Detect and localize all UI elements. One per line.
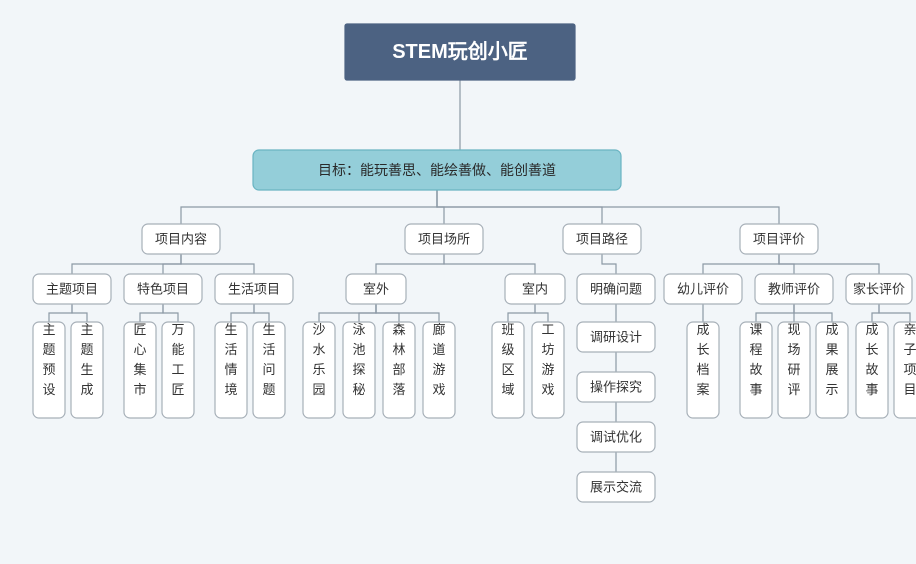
level2-label: 项目路径 bbox=[576, 232, 628, 247]
path-step-label: 展示交流 bbox=[590, 480, 642, 495]
level3-label: 主题项目 bbox=[46, 282, 98, 297]
level3-label: 特色项目 bbox=[137, 282, 189, 297]
level2-label: 项目评价 bbox=[753, 232, 805, 247]
path-step-label: 调研设计 bbox=[590, 330, 642, 345]
level3-label: 室外 bbox=[363, 282, 389, 297]
level3-label: 室内 bbox=[522, 282, 548, 297]
level3-label: 教师评价 bbox=[768, 282, 820, 297]
level3-label: 明确问题 bbox=[590, 282, 642, 297]
level3-label: 幼儿评价 bbox=[677, 282, 729, 297]
level2-label: 项目场所 bbox=[418, 232, 470, 247]
org-chart: STEM玩创小匠目标：能玩善思、能绘善做、能创善道项目内容 项目场所 项目路径 项目评… bbox=[0, 0, 916, 564]
goal-label: 目标：能玩善思、能绘善做、能创善道 bbox=[318, 162, 556, 178]
path-step-label: 调试优化 bbox=[590, 430, 642, 445]
level3-label: 家长评价 bbox=[853, 282, 905, 297]
path-step-label: 操作探究 bbox=[590, 380, 642, 395]
root-label: STEM玩创小匠 bbox=[392, 39, 528, 63]
level3-label: 生活项目 bbox=[228, 282, 280, 297]
level2-label: 项目内容 bbox=[155, 232, 207, 247]
